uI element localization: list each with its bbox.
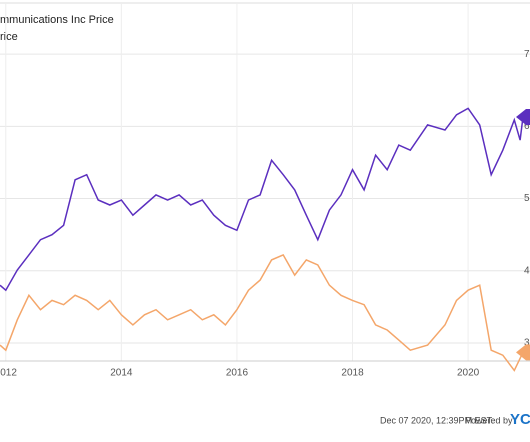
- x-tick-label: 2016: [226, 368, 249, 379]
- logo: YC: [510, 411, 530, 428]
- timestamp: Dec 07 2020, 12:39PM EST.: [380, 415, 494, 425]
- y-tick-label: 7: [524, 49, 530, 60]
- y-tick-label: 4: [524, 265, 530, 276]
- y-tick-label: 5: [524, 193, 530, 204]
- x-tick-label: 2012: [0, 368, 17, 379]
- series-line: [0, 107, 524, 292]
- last-value-marker: [516, 108, 530, 125]
- powered-by: Powered by: [465, 415, 513, 425]
- y-tick-label: 3: [524, 338, 530, 349]
- series-line: [0, 253, 524, 372]
- x-tick-label: 2018: [341, 368, 364, 379]
- legend-entry: rice: [0, 31, 18, 43]
- legend-entry: mmunications Inc Price: [0, 14, 114, 26]
- y-tick-label: 6: [524, 121, 530, 132]
- last-value-marker: [516, 344, 530, 361]
- x-tick-label: 2014: [110, 368, 133, 379]
- x-tick-label: 2020: [457, 368, 480, 379]
